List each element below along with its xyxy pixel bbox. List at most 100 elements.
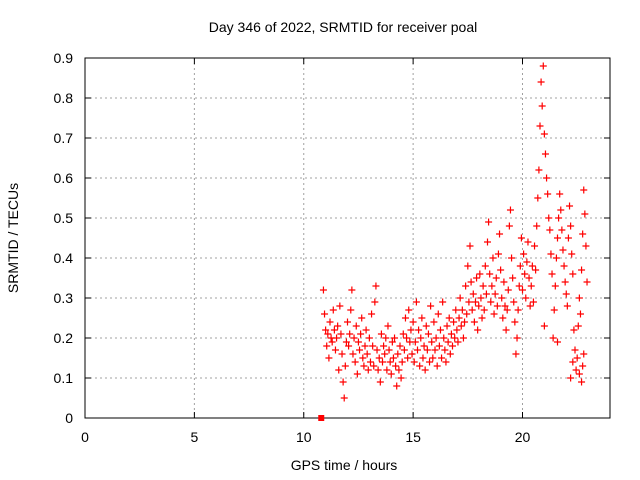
data-point [434, 310, 442, 318]
data-point [372, 282, 380, 290]
data-point [513, 334, 521, 342]
data-point [475, 302, 483, 310]
y-tick-label: 0.6 [54, 170, 74, 186]
data-point [418, 314, 426, 322]
data-point [393, 382, 401, 390]
data-point [480, 306, 488, 314]
data-point [396, 342, 404, 350]
data-point [440, 334, 448, 342]
data-point [346, 330, 354, 338]
data-point [462, 282, 470, 290]
data-point [569, 358, 577, 366]
data-point [436, 326, 444, 334]
data-point [492, 274, 500, 282]
data-point [395, 366, 403, 374]
data-point [324, 330, 332, 338]
data-point [501, 302, 509, 310]
data-point [568, 250, 576, 258]
data-point [431, 346, 439, 354]
data-point [329, 306, 337, 314]
data-point [403, 334, 411, 342]
data-point [537, 78, 545, 86]
data-point [380, 342, 388, 350]
data-point [361, 342, 369, 350]
data-point [573, 354, 581, 362]
data-point [357, 330, 365, 338]
data-point [531, 242, 539, 250]
data-point [386, 358, 394, 366]
data-point [496, 230, 504, 238]
data-point [479, 282, 487, 290]
data-point [446, 350, 454, 358]
data-point [374, 366, 382, 374]
data-point [580, 186, 588, 194]
data-point [432, 334, 440, 342]
y-tick-label: 0.5 [54, 210, 74, 226]
data-point [473, 274, 481, 282]
data-point [520, 250, 528, 258]
data-point [337, 330, 345, 338]
data-point [579, 362, 587, 370]
data-point [340, 394, 348, 402]
data-point [417, 334, 425, 342]
data-point [477, 294, 485, 302]
data-point [370, 362, 378, 370]
x-tick-label: 10 [296, 429, 312, 445]
data-point [354, 338, 362, 346]
data-point [422, 322, 430, 330]
data-point [550, 306, 558, 314]
data-point [341, 362, 349, 370]
data-point [551, 282, 559, 290]
data-point [567, 374, 575, 382]
data-point [322, 326, 330, 334]
data-point [408, 350, 416, 358]
y-tick-label: 0 [65, 410, 73, 426]
data-point [540, 322, 548, 330]
data-point [435, 342, 443, 350]
data-point [528, 262, 536, 270]
data-point [494, 250, 502, 258]
data-point [548, 270, 556, 278]
data-point [420, 342, 428, 350]
start-marker [318, 415, 325, 421]
y-tick-label: 0.9 [54, 50, 74, 66]
data-point [400, 346, 408, 354]
data-point [471, 298, 479, 306]
data-point [359, 354, 367, 362]
y-tick-label: 0.8 [54, 90, 74, 106]
data-point [399, 330, 407, 338]
data-point [426, 358, 434, 366]
data-point [441, 346, 449, 354]
data-point [490, 310, 498, 318]
data-point [387, 370, 395, 378]
data-point [463, 310, 471, 318]
data-point [404, 354, 412, 362]
data-point [424, 330, 432, 338]
data-point [554, 234, 561, 242]
data-point [560, 262, 568, 270]
x-tick-label: 20 [515, 429, 531, 445]
data-point [487, 298, 495, 306]
data-point [412, 298, 420, 306]
data-point [410, 358, 418, 366]
x-tick-label: 5 [190, 429, 198, 445]
data-point [438, 354, 446, 362]
y-tick-label: 0.3 [54, 290, 74, 306]
data-point [583, 278, 591, 286]
data-point [385, 346, 393, 354]
data-point [362, 326, 370, 334]
data-point [546, 226, 554, 234]
data-point [578, 266, 586, 274]
data-point [552, 254, 560, 262]
data-point [476, 270, 484, 278]
data-point [468, 306, 476, 314]
data-point [488, 282, 496, 290]
data-point [511, 318, 519, 326]
data-point [364, 366, 372, 374]
data-point [338, 350, 346, 358]
data-point [564, 234, 572, 242]
data-point [377, 330, 385, 338]
data-point [566, 202, 574, 210]
